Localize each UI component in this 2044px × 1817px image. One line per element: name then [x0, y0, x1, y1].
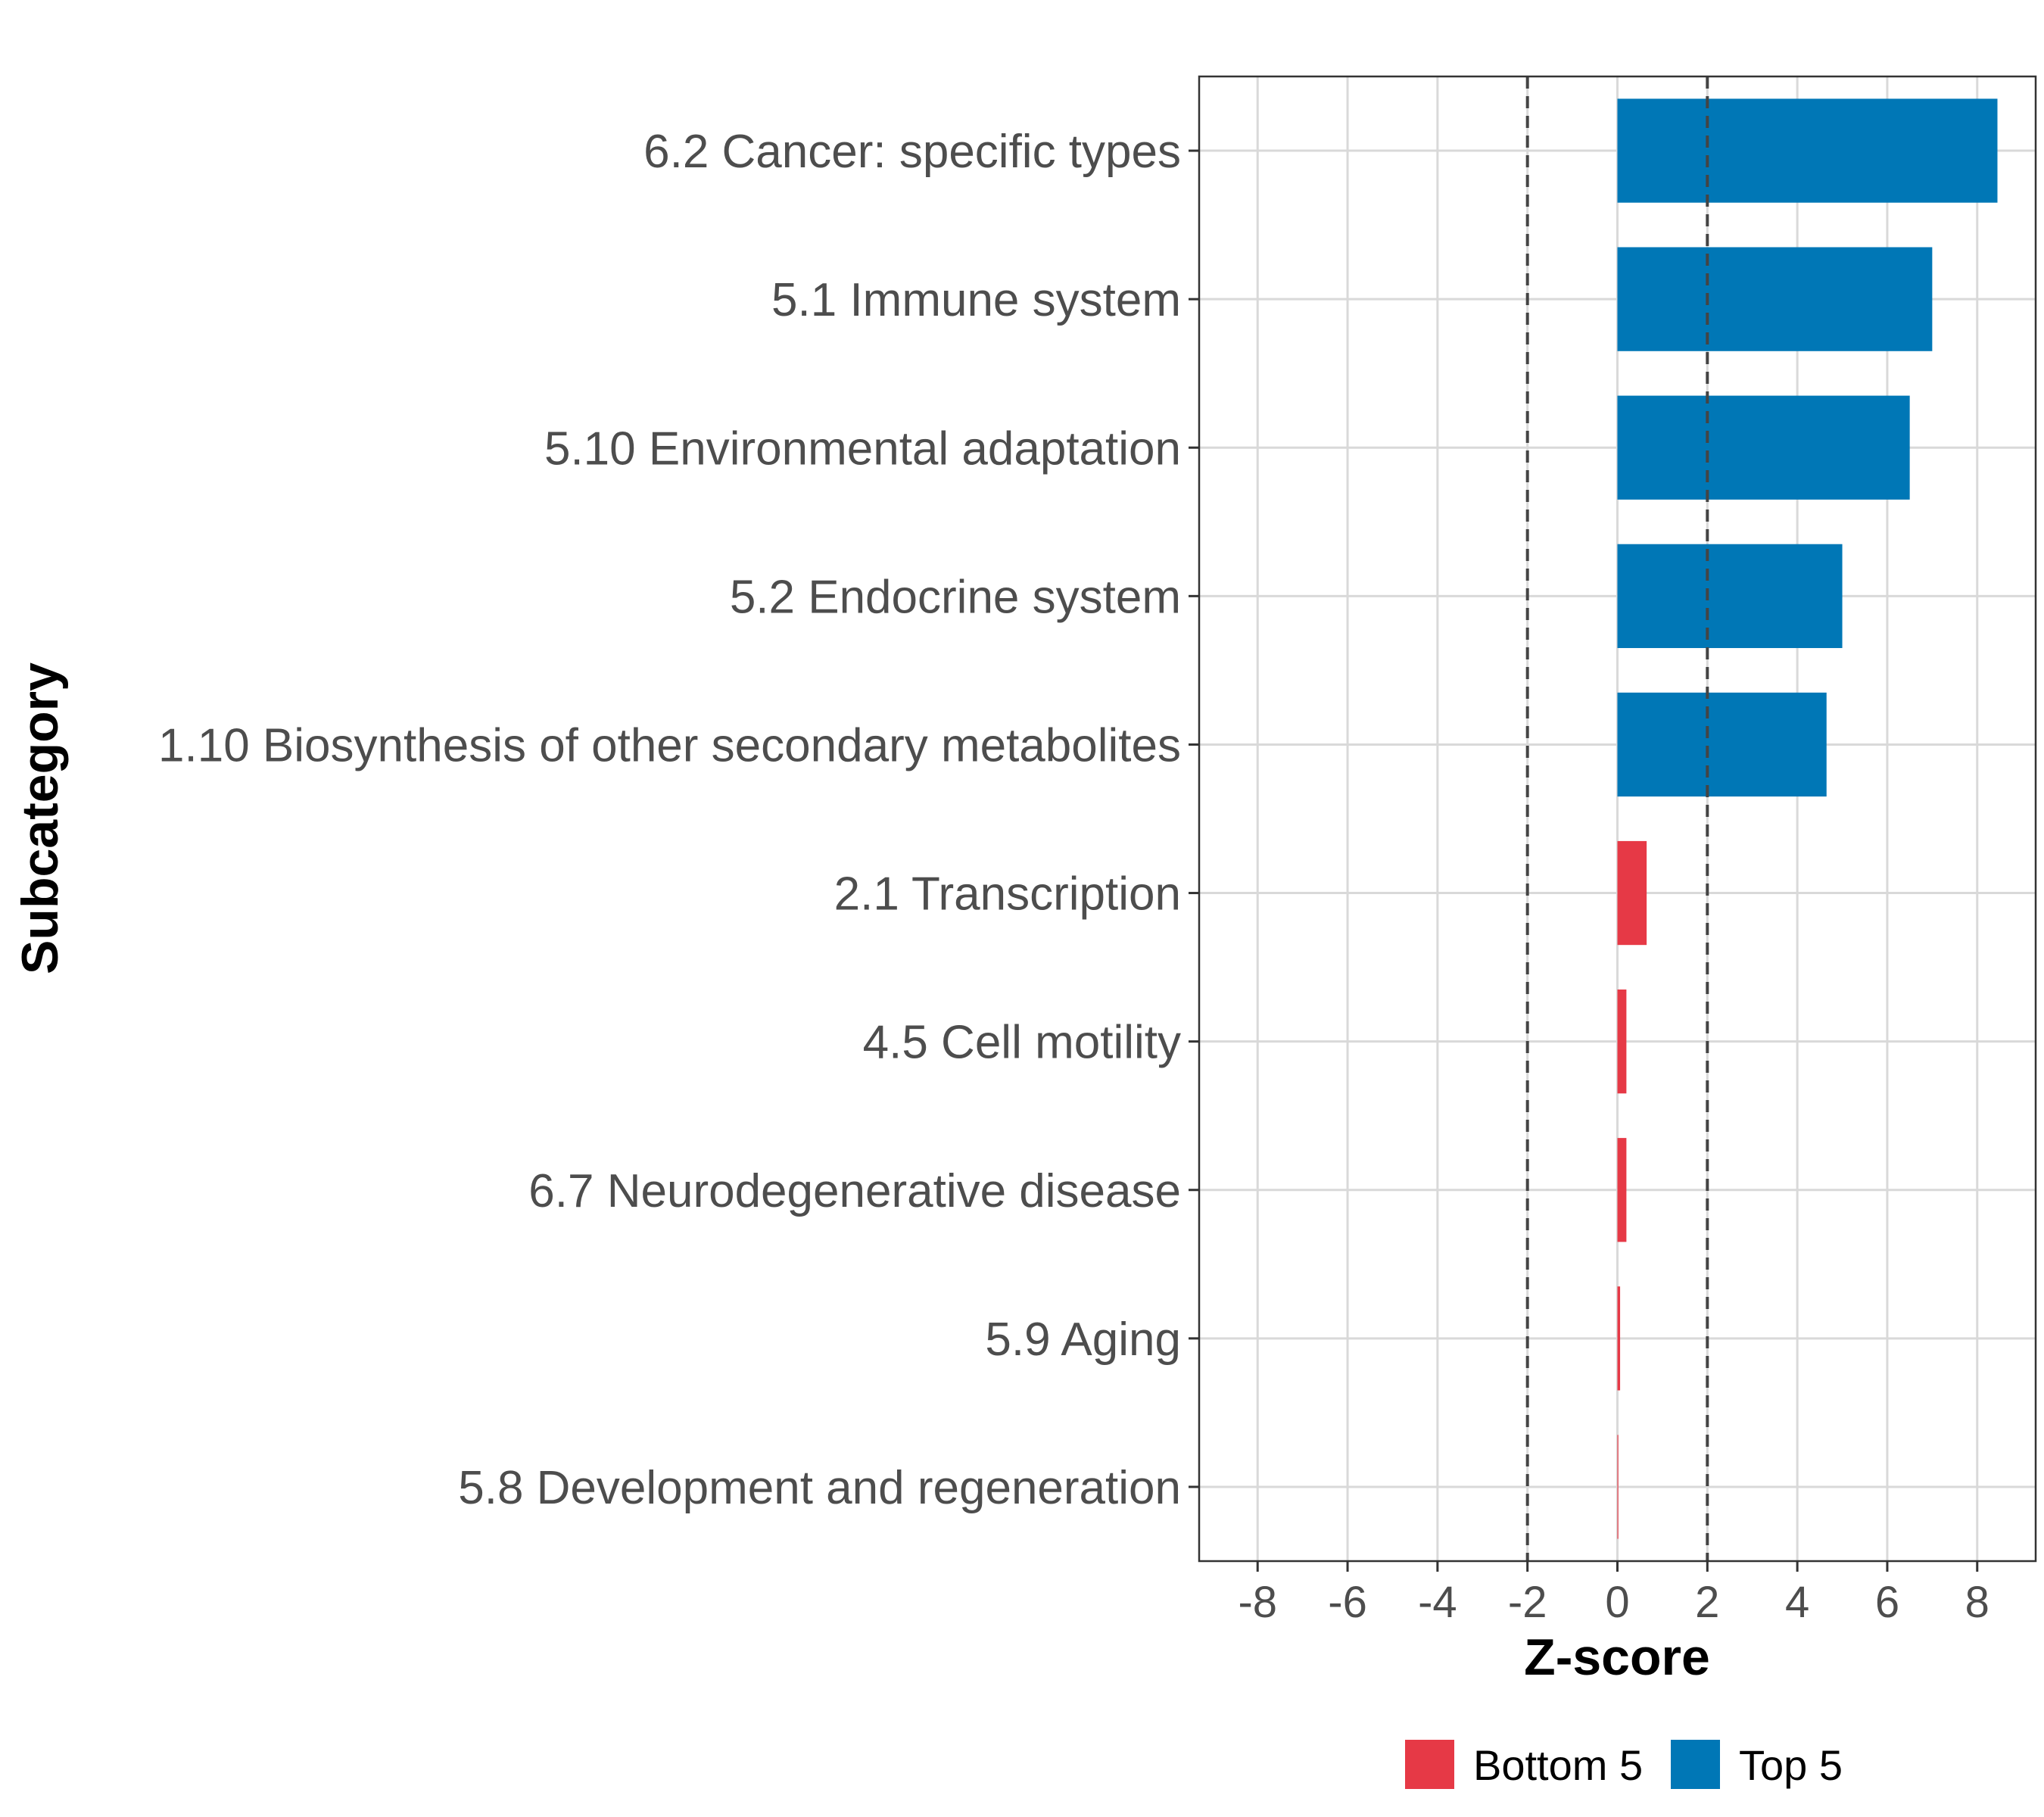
bar [1617, 544, 1843, 648]
bar [1617, 395, 1910, 500]
category-label: 1.10 Biosynthesis of other secondary met… [158, 719, 1181, 771]
bars [1617, 98, 1998, 1539]
x-tick-label: 8 [1965, 1578, 1989, 1627]
legend: Bottom 5 Top 5 [1405, 1740, 1843, 1789]
legend-swatch-bottom5 [1405, 1740, 1454, 1789]
bar [1617, 247, 1933, 351]
bar [1617, 692, 1827, 797]
bar [1617, 1138, 1627, 1242]
bar [1617, 1286, 1621, 1391]
bar [1617, 98, 1998, 203]
category-label: 2.1 Transcription [834, 868, 1181, 921]
bar [1617, 990, 1627, 1094]
bar [1617, 840, 1647, 946]
x-tick-label: -6 [1328, 1578, 1367, 1627]
x-tick-label: 4 [1785, 1578, 1809, 1627]
legend-label-top5: Top 5 [1739, 1741, 1843, 1789]
category-label: 4.5 Cell motility [863, 1017, 1181, 1069]
x-tick-label: -2 [1508, 1578, 1547, 1627]
x-tick-label: 0 [1605, 1578, 1629, 1627]
bar [1617, 1435, 1619, 1539]
reference-lines [1525, 76, 1709, 1561]
category-label: 5.2 Endocrine system [730, 571, 1181, 623]
legend-label-bottom5: Bottom 5 [1473, 1741, 1643, 1789]
y-axis: 6.2 Cancer: specific types 5.1 Immune sys… [158, 126, 1199, 1514]
x-axis-title: Z-score [1524, 1628, 1710, 1686]
x-axis: -8 -6 -4 -2 0 2 4 6 8 [1238, 1561, 1989, 1627]
category-label: 5.10 Environmental adaptation [544, 422, 1181, 475]
x-tick-label: 6 [1875, 1578, 1899, 1627]
x-tick-label: 2 [1695, 1578, 1719, 1627]
category-label: 5.1 Immune system [771, 274, 1181, 326]
category-label: 5.9 Aging [985, 1314, 1181, 1366]
category-label: 6.7 Neurodegenerative disease [528, 1165, 1181, 1217]
x-tick-label: -4 [1418, 1578, 1457, 1627]
y-axis-title: Subcategory [11, 662, 69, 974]
legend-swatch-top5 [1671, 1740, 1720, 1789]
x-tick-label: -8 [1238, 1578, 1277, 1627]
category-label: 6.2 Cancer: specific types [643, 126, 1181, 178]
category-label: 5.8 Development and regeneration [458, 1462, 1181, 1514]
